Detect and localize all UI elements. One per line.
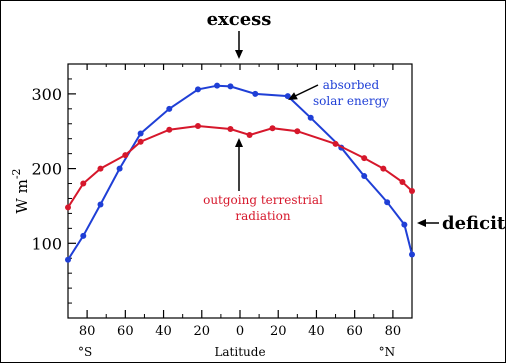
excess-label: excess bbox=[207, 9, 272, 30]
series-point-1 bbox=[65, 204, 71, 211]
series-point-0 bbox=[116, 165, 123, 172]
deficit-label: deficit bbox=[442, 213, 505, 234]
x-tick-label: 80 bbox=[385, 324, 402, 339]
series-point-1 bbox=[399, 179, 406, 186]
series-point-1 bbox=[246, 131, 253, 138]
absorbed-pointer-line bbox=[292, 84, 319, 98]
series-point-0 bbox=[97, 201, 104, 208]
series-point-0 bbox=[401, 221, 408, 228]
series-point-0 bbox=[80, 232, 87, 239]
series-point-0 bbox=[409, 251, 415, 258]
series-point-0 bbox=[65, 256, 71, 263]
series-point-1 bbox=[194, 123, 201, 130]
series-point-0 bbox=[384, 199, 391, 206]
absorbed-label-line2: solar energy bbox=[313, 94, 389, 108]
series-point-1 bbox=[380, 165, 387, 172]
series-point-0 bbox=[166, 105, 173, 112]
series-point-0 bbox=[137, 130, 144, 137]
x-tick-label: 40 bbox=[155, 324, 172, 339]
series-point-0 bbox=[361, 173, 368, 180]
y-tick-label: 300 bbox=[31, 85, 62, 104]
outgoing-label-line1: outgoing terrestrial bbox=[203, 193, 323, 207]
series-point-0 bbox=[214, 82, 221, 89]
x-axis-label: Latitude bbox=[214, 345, 265, 359]
y-axis-label: W m-2 bbox=[10, 168, 31, 213]
series-point-1 bbox=[122, 152, 129, 159]
x-tick-label: 0 bbox=[236, 324, 244, 339]
north-label: °N bbox=[379, 345, 396, 359]
series-point-0 bbox=[284, 93, 291, 100]
excess-arrow-head bbox=[235, 50, 243, 59]
series-line-0 bbox=[67, 84, 413, 261]
series-point-1 bbox=[409, 188, 415, 194]
x-tick-label: 60 bbox=[117, 324, 134, 339]
series-point-1 bbox=[361, 155, 368, 162]
series-point-1 bbox=[80, 180, 87, 187]
labels: °S °N Latitude W m-2 absorbed solar energy out… bbox=[10, 9, 505, 359]
y-axis-label-exponent: -2 bbox=[10, 168, 23, 179]
series-point-1 bbox=[332, 140, 339, 147]
y-tick-label: 200 bbox=[31, 160, 62, 179]
series bbox=[65, 82, 415, 263]
series-point-1 bbox=[137, 138, 144, 145]
absorbed-label-line1: absorbed bbox=[323, 78, 380, 92]
series-point-0 bbox=[227, 83, 234, 90]
series-point-1 bbox=[97, 165, 104, 172]
x-tick-label: 20 bbox=[270, 324, 287, 339]
series-point-1 bbox=[166, 126, 173, 133]
y-tick-label: 100 bbox=[31, 234, 62, 253]
x-tick-label: 60 bbox=[346, 324, 363, 339]
outgoing-label-line2: radiation bbox=[235, 209, 290, 223]
x-tick-label: 40 bbox=[308, 324, 325, 339]
deficit-arrow-head bbox=[417, 219, 426, 227]
x-tick-label: 20 bbox=[194, 324, 211, 339]
series-point-0 bbox=[252, 90, 259, 97]
series-point-1 bbox=[269, 125, 276, 132]
x-tick-label: 80 bbox=[79, 324, 96, 339]
south-label: °S bbox=[78, 345, 92, 359]
outgoing-pointer-head bbox=[235, 138, 243, 147]
series-point-1 bbox=[294, 128, 301, 135]
series-point-0 bbox=[194, 86, 201, 93]
absorbed-pointer-head bbox=[288, 92, 298, 100]
y-axis-label-unit: W m bbox=[13, 179, 31, 213]
series-point-0 bbox=[307, 114, 314, 121]
series-line-1 bbox=[67, 124, 413, 208]
series-point-1 bbox=[227, 125, 234, 132]
